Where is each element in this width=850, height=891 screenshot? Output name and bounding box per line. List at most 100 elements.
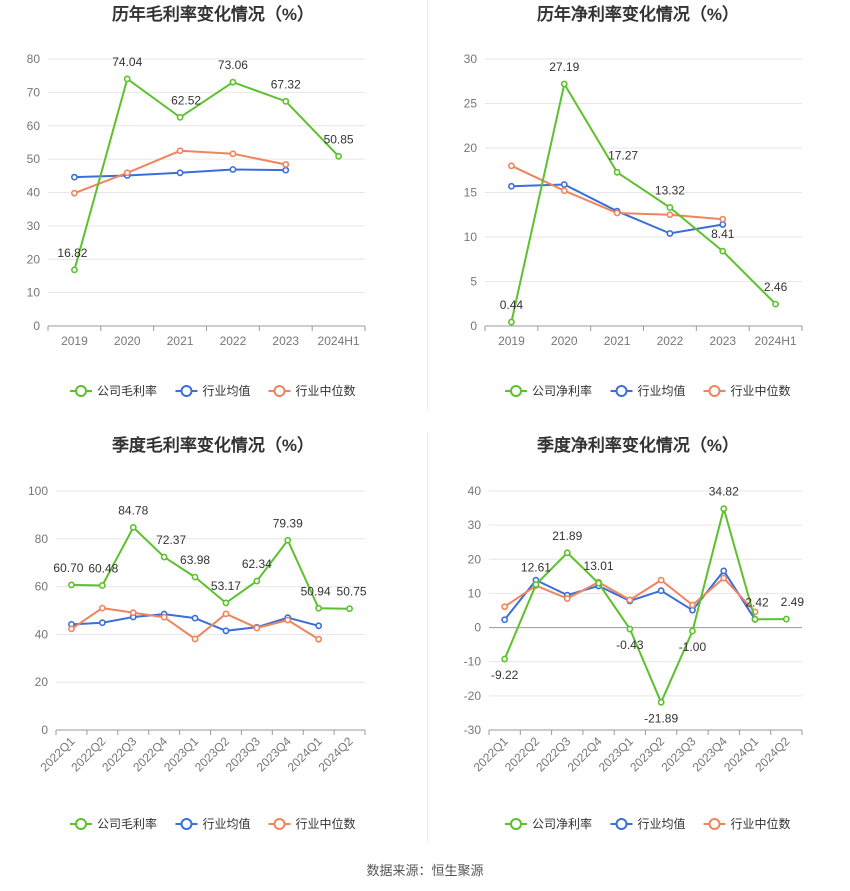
data-point bbox=[222, 627, 230, 635]
y-tick-label: 70 bbox=[27, 85, 41, 99]
data-point bbox=[176, 147, 184, 155]
data-point bbox=[666, 204, 674, 211]
legend-item-3[interactable]: 行业中位数 bbox=[268, 816, 356, 831]
y-tick-label: 80 bbox=[27, 52, 41, 66]
y-tick-label: 20 bbox=[464, 141, 478, 155]
y-tick-label: 15 bbox=[464, 186, 478, 200]
data-label: 60.70 bbox=[53, 561, 83, 575]
y-tick-label: 100 bbox=[28, 484, 48, 498]
data-point bbox=[720, 574, 728, 582]
data-point bbox=[284, 536, 292, 544]
y-tick-label: 0 bbox=[470, 319, 477, 333]
data-label: 34.82 bbox=[709, 485, 739, 499]
y-tick-label: 10 bbox=[468, 586, 482, 600]
data-point bbox=[123, 169, 131, 177]
legend-item-1[interactable]: 公司净利率 bbox=[505, 816, 592, 831]
data-label: 0.44 bbox=[500, 298, 524, 312]
data-point bbox=[508, 318, 515, 326]
data-label: -0.43 bbox=[616, 638, 644, 652]
data-point bbox=[71, 266, 78, 274]
data-label: 12.61 bbox=[521, 561, 551, 575]
x-tick-label: 2020 bbox=[114, 334, 141, 348]
data-label: 50.85 bbox=[324, 132, 354, 146]
legend-label: 行业均值 bbox=[203, 383, 251, 398]
data-label: 74.04 bbox=[112, 55, 142, 69]
data-point bbox=[160, 613, 168, 621]
chart-panel-2: 历年净利率变化情况（%） 0 5 10 15 20 25 30 2019 2020 2021 2022… bbox=[464, 4, 803, 398]
y-tick-label: 10 bbox=[27, 286, 41, 300]
y-tick-label: 0 bbox=[33, 319, 40, 333]
data-point bbox=[720, 505, 728, 513]
legend-swatch-marker bbox=[615, 385, 628, 397]
y-tick-label: 10 bbox=[464, 230, 478, 244]
legend-item-2[interactable]: 行业均值 bbox=[175, 383, 251, 398]
data-label: 21.89 bbox=[552, 529, 582, 543]
series-line-1 bbox=[503, 504, 787, 705]
data-label: 63.98 bbox=[180, 553, 210, 567]
x-tick-label: 2022 bbox=[220, 334, 247, 348]
legend-item-3[interactable]: 行业中位数 bbox=[703, 816, 791, 831]
legend-swatch-marker bbox=[180, 385, 193, 397]
legend-swatch-marker bbox=[708, 385, 721, 397]
legend-item-2[interactable]: 行业均值 bbox=[610, 816, 686, 831]
data-point bbox=[191, 614, 199, 622]
x-tick-label: 2021 bbox=[604, 334, 631, 348]
data-point bbox=[657, 576, 665, 584]
data-label: 2.49 bbox=[781, 595, 805, 609]
legend-label: 行业中位数 bbox=[731, 816, 791, 831]
data-point bbox=[129, 523, 137, 531]
data-point bbox=[532, 581, 540, 588]
data-point bbox=[71, 173, 78, 181]
legend-item-1[interactable]: 公司毛利率 bbox=[70, 816, 157, 831]
legend-label: 行业均值 bbox=[203, 816, 251, 831]
y-tick-label: 60 bbox=[27, 119, 41, 133]
legend-label: 行业均值 bbox=[638, 383, 686, 398]
legend-item-1[interactable]: 公司净利率 bbox=[505, 383, 592, 398]
legend-item-2[interactable]: 行业均值 bbox=[610, 383, 686, 398]
x-tick-label: 2024H1 bbox=[755, 334, 797, 348]
data-point bbox=[68, 581, 75, 589]
data-point bbox=[720, 567, 728, 575]
data-point bbox=[508, 182, 515, 190]
chart-panel-4: 季度净利率变化情况（%）-30-20-100102030402022Q12022… bbox=[464, 435, 805, 831]
legend-label: 公司净利率 bbox=[532, 816, 592, 831]
y-tick-label: 50 bbox=[27, 152, 41, 166]
chart-title: 季度净利率变化情况（%） bbox=[537, 435, 739, 455]
legend-swatch-marker bbox=[180, 818, 193, 830]
data-point bbox=[626, 625, 634, 633]
legend-item-1[interactable]: 公司毛利率 bbox=[70, 383, 157, 398]
data-point bbox=[98, 582, 106, 589]
data-label: 53.17 bbox=[211, 579, 241, 593]
data-point bbox=[229, 150, 237, 158]
legend-swatch-marker bbox=[510, 385, 522, 397]
data-point bbox=[563, 595, 571, 602]
data-label: 13.01 bbox=[584, 559, 614, 573]
data-label: 8.41 bbox=[711, 227, 735, 241]
legend-swatch-marker bbox=[75, 385, 87, 397]
legend-label: 公司净利率 bbox=[532, 383, 592, 398]
data-point bbox=[626, 596, 634, 604]
legend-label: 行业中位数 bbox=[731, 383, 791, 398]
data-point bbox=[613, 209, 621, 217]
legend-item-2[interactable]: 行业均值 bbox=[175, 816, 251, 831]
legend-label: 公司毛利率 bbox=[97, 383, 157, 398]
data-point bbox=[719, 247, 727, 255]
data-label: -9.22 bbox=[491, 668, 519, 682]
data-point bbox=[689, 601, 696, 609]
data-point bbox=[657, 698, 665, 706]
data-point bbox=[191, 635, 199, 643]
y-tick-label: 5 bbox=[470, 275, 477, 289]
data-point bbox=[98, 604, 106, 612]
data-point bbox=[282, 166, 290, 174]
vertical-divider-top bbox=[427, 0, 428, 410]
legend-item-3[interactable]: 行业中位数 bbox=[268, 383, 356, 398]
data-point bbox=[501, 616, 509, 624]
legend-item-3[interactable]: 行业中位数 bbox=[703, 383, 791, 398]
data-point bbox=[176, 113, 184, 121]
data-label: 60.48 bbox=[88, 561, 118, 575]
y-tick-label: 40 bbox=[27, 186, 41, 200]
chart-title: 季度毛利率变化情况（%） bbox=[112, 435, 314, 455]
chart-panel-1: 历年毛利率变化情况（%） 0 10 20 30 40 50 60 70 80 2019 2020 202… bbox=[27, 4, 366, 398]
